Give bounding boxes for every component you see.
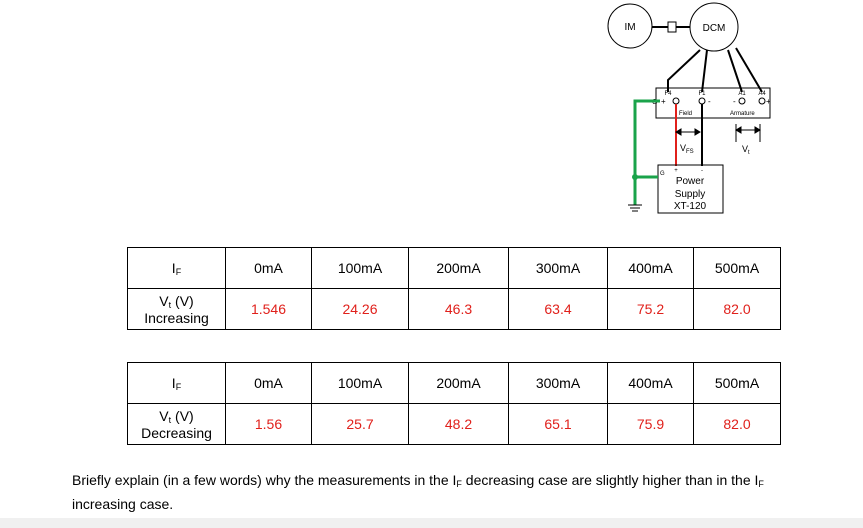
question: Briefly explain (in a few words) why the… [72,470,792,514]
voltage-cell: 46.3 [408,288,509,330]
vfs-arrow [675,128,701,136]
label-sub: F [175,381,182,392]
label-line2: Decreasing [141,424,212,441]
voltage-cell: 63.4 [508,288,608,330]
label-sub: F [175,266,182,277]
current-cell: 300mA [508,247,608,289]
label-rest: (V) [171,407,194,424]
question-text: Briefly explain (in a few words) why the… [72,472,457,488]
im-label: IM [624,22,635,33]
label-rest: (V) [171,292,194,309]
vt-arrow [735,124,761,142]
terminal: A4 [758,91,766,97]
question-text: decreasing case are slightly higher than… [461,472,759,488]
power-supply [657,164,724,214]
voltage-cell: 48.2 [408,403,509,445]
terminal: F1 [698,91,706,97]
current-cell: 300mA [508,362,608,404]
current-cell: 100mA [311,247,409,289]
current-cell: 400mA [607,247,694,289]
question-text: F [758,479,764,489]
ground-symbol [628,204,642,212]
current-cell: 0mA [225,362,312,404]
vt-label: Vt [742,144,750,156]
terminal: A1 [738,91,746,97]
voltage-cell: 65.1 [508,403,608,445]
voltage-cell: 25.7 [311,403,409,445]
question-text: increasing case. [72,496,174,512]
motor-diagram: IM DCM F4 F1 A1 A4 G + - - + Field Armat… [607,2,771,214]
voltage-cell: 82.0 [693,288,781,330]
armature-label: Armature [730,111,755,117]
row-label: IF [127,362,226,404]
label-line2: Increasing [144,309,209,326]
terminal: F4 [664,91,672,97]
row-label: IF [127,247,226,289]
supply-label: Supply [675,189,706,200]
supply-label: XT-120 [674,201,707,212]
polarity: + [661,97,666,106]
motor-leads [667,47,763,93]
label-main: V [159,407,169,424]
current-cell: 100mA [311,362,409,404]
question-text: F [456,479,462,489]
supply-label: Power [676,176,705,187]
coupling [667,21,677,33]
row-label: Vt (V) Increasing [127,288,226,330]
field-label: Field [679,111,692,117]
polarity: + [766,97,771,106]
label-sub: t [168,414,172,425]
vfs-label: VFS [680,143,694,155]
current-cell: 0mA [225,247,312,289]
ground-label: G [660,171,665,177]
current-cell: 400mA [607,362,694,404]
current-cell: 200mA [408,362,509,404]
value-row: Vt (V) Decreasing 1.56 25.7 48.2 65.1 75.9 82.0 [127,403,781,445]
row-label: Vt (V) Decreasing [127,403,226,445]
polarity: - [733,97,736,106]
terminal-box [655,87,771,119]
polarity: - [708,97,711,106]
voltage-cell: 82.0 [693,403,781,445]
bottom-band [0,518,863,528]
voltage-cell: 1.56 [225,403,312,445]
value-row: Vt (V) Increasing 1.546 24.26 46.3 63.4 75.2 82… [127,288,781,330]
label-main: I [171,259,176,276]
label-main: I [171,374,176,391]
voltage-cell: 75.2 [607,288,694,330]
polarity: - [701,168,703,174]
voltage-cell: 24.26 [311,288,409,330]
data-table: IF 0mA 100mA 200mA 300mA 400mA 500mA Vt (V) Decr… [127,362,781,445]
header-row: IF 0mA 100mA 200mA 300mA 400mA 500mA [127,362,781,404]
label-main: V [159,292,169,309]
data-table: IF 0mA 100mA 200mA 300mA 400mA 500mA Vt (V) Incr… [127,247,781,330]
label-sub: t [168,299,172,310]
current-cell: 200mA [408,247,509,289]
polarity: + [674,168,678,174]
ground-wire [633,99,660,205]
header-row: IF 0mA 100mA 200mA 300mA 400mA 500mA [127,247,781,289]
current-cell: 500mA [693,362,781,404]
voltage-cell: 75.9 [607,403,694,445]
voltage-cell: 1.546 [225,288,312,330]
dcm-label: DCM [703,23,726,34]
current-cell: 500mA [693,247,781,289]
